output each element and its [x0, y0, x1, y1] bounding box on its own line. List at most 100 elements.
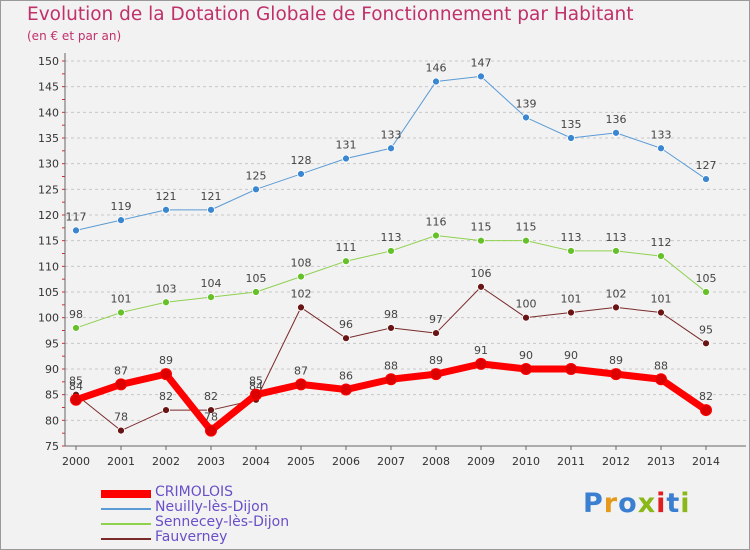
series-fauverney: 85 78 82 82 84 102 96 98 97 106 100 101 102 101 95	[69, 267, 713, 435]
data-point	[252, 288, 260, 296]
data-label: 86	[339, 370, 353, 383]
data-point	[342, 334, 350, 343]
legend-swatch	[101, 523, 151, 525]
data-label: 115	[516, 221, 537, 234]
y-tick-label: 130	[38, 158, 59, 171]
data-point	[387, 144, 395, 153]
logo-letter: x	[637, 488, 657, 519]
data-label: 121	[201, 190, 222, 203]
y-tick-label: 80	[45, 414, 59, 427]
data-point	[162, 406, 170, 414]
data-label: 113	[561, 231, 582, 244]
data-point	[655, 373, 667, 386]
data-point	[430, 368, 442, 381]
x-tick-label: 2009	[467, 455, 495, 468]
data-point	[522, 113, 530, 122]
data-label: 84	[69, 380, 83, 393]
y-tick-label: 135	[38, 132, 59, 145]
data-label: 135	[561, 118, 582, 131]
data-point	[205, 424, 217, 437]
x-tick-label: 2003	[197, 455, 225, 468]
x-tick-label: 2002	[152, 455, 180, 468]
data-label: 100	[516, 298, 537, 311]
x-tick-label: 2013	[647, 455, 675, 468]
data-label: 111	[336, 241, 357, 254]
x-tick-label: 2012	[602, 455, 630, 468]
data-label: 78	[114, 411, 128, 424]
data-label: 84	[249, 380, 263, 393]
data-point	[657, 144, 665, 153]
data-label: 136	[606, 113, 627, 126]
data-label: 115	[471, 221, 492, 234]
data-point	[522, 313, 530, 322]
y-tick-label: 120	[38, 209, 59, 222]
data-point	[207, 293, 215, 302]
x-tick-label: 2005	[287, 455, 315, 468]
y-tick-label: 105	[38, 286, 59, 299]
logo-letter: i	[680, 488, 691, 519]
data-point	[162, 298, 170, 307]
data-label: 97	[429, 313, 443, 326]
logo-letter: i	[656, 488, 667, 519]
data-point	[610, 368, 622, 381]
data-label: 95	[699, 323, 713, 336]
data-point	[702, 288, 710, 296]
data-label: 146	[426, 62, 447, 75]
data-label: 87	[114, 364, 128, 377]
y-tick-label: 145	[38, 81, 59, 94]
y-tick-label: 115	[38, 235, 59, 248]
data-point	[475, 357, 487, 370]
data-label: 89	[159, 354, 173, 367]
legend-swatch	[101, 508, 151, 510]
data-point	[565, 363, 577, 375]
data-label: 127	[696, 159, 717, 172]
data-label: 105	[246, 272, 267, 285]
data-point	[117, 308, 125, 317]
data-point	[342, 154, 350, 163]
data-point	[250, 388, 262, 401]
data-label: 89	[429, 354, 443, 367]
data-label: 96	[339, 318, 353, 331]
data-point	[70, 393, 82, 406]
data-point	[657, 252, 665, 260]
data-point	[297, 170, 305, 178]
series-crimolois: 84 87 89 78 85 87 86 88 89 91 90 90 89 88 82	[69, 344, 713, 437]
data-point	[252, 185, 260, 194]
data-point	[72, 324, 80, 332]
data-point	[295, 378, 307, 391]
data-label: 119	[111, 200, 132, 213]
data-label: 133	[651, 128, 672, 141]
data-label: 98	[384, 308, 398, 321]
data-point	[612, 247, 620, 255]
data-label: 82	[159, 390, 173, 403]
data-point	[700, 404, 712, 417]
chart-title: Evolution de la Dotation Globale de Fonc…	[27, 4, 634, 25]
data-point	[162, 205, 170, 214]
data-point	[72, 226, 80, 235]
legend-label: Sennecey-lès-Dijon	[155, 514, 290, 530]
data-label: 117	[66, 210, 87, 223]
data-point	[387, 324, 395, 332]
data-point	[117, 216, 125, 225]
data-label: 98	[69, 308, 83, 321]
y-tick-label: 125	[38, 183, 59, 196]
data-label: 101	[561, 293, 582, 306]
logo-letter: r	[603, 488, 619, 519]
proxiti-logo: Proxiti	[583, 488, 691, 519]
data-label: 102	[606, 287, 627, 300]
y-tick-label: 90	[45, 363, 59, 376]
data-label: 82	[204, 390, 218, 403]
data-point	[477, 72, 485, 81]
data-label: 105	[696, 272, 717, 285]
legend-swatch	[101, 538, 151, 540]
data-point	[160, 368, 172, 381]
y-tick-label: 140	[38, 106, 59, 119]
data-point	[117, 426, 125, 435]
data-point	[297, 272, 305, 281]
y-tick-label: 85	[45, 389, 59, 402]
x-tick-label: 2006	[332, 455, 360, 468]
x-tick-label: 2008	[422, 455, 450, 468]
data-label: 85	[249, 375, 263, 388]
legend-label: CRIMOLOIS	[155, 484, 234, 500]
